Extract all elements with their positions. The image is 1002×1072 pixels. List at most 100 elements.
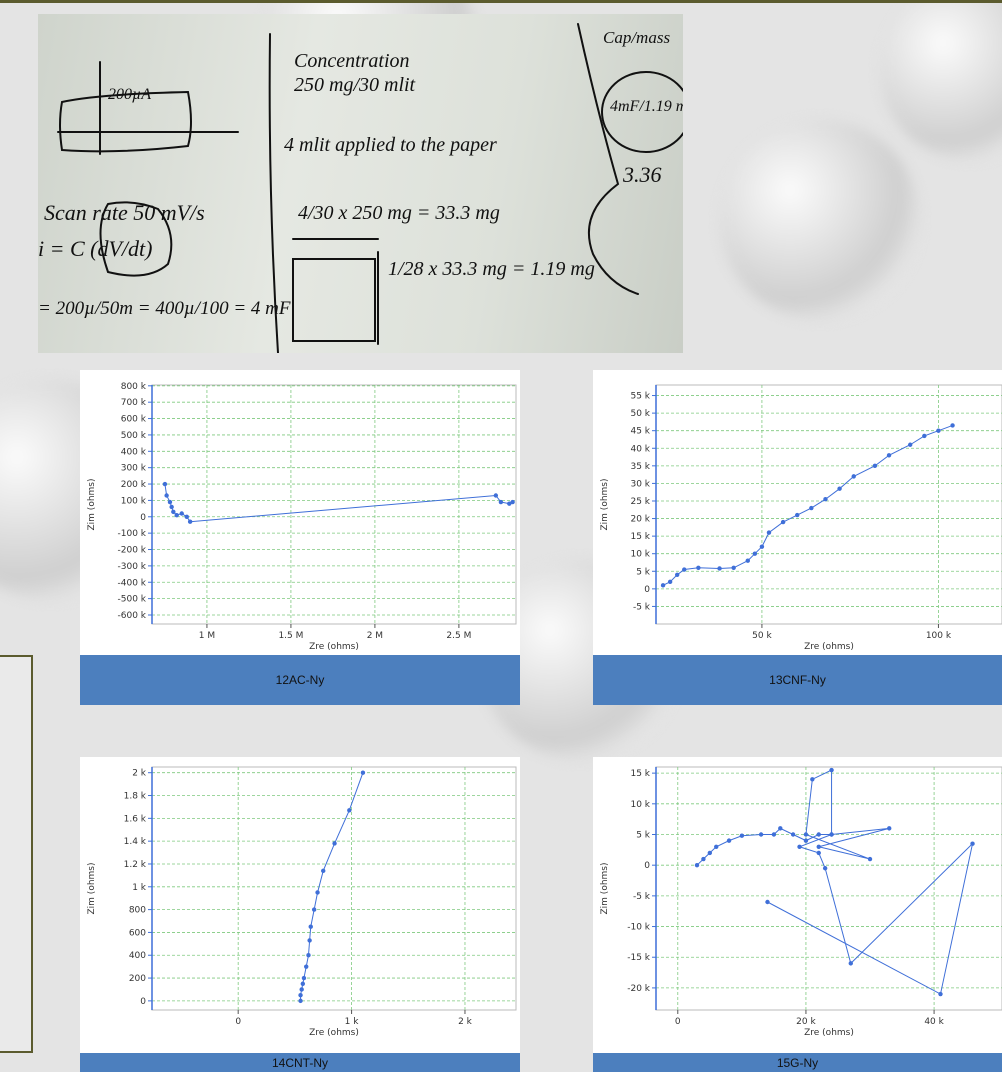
- x-tick-label: 2.5 M: [446, 631, 471, 641]
- data-point: [696, 566, 700, 570]
- y-tick-label: 45 k: [630, 427, 650, 437]
- data-point: [708, 851, 712, 855]
- data-point: [321, 869, 325, 873]
- whiteboard-text: Scan rate 50 mV/s: [44, 200, 205, 226]
- whiteboard-text: Concentration: [294, 50, 410, 73]
- data-point: [778, 826, 782, 830]
- y-tick-label: -10 k: [627, 923, 651, 933]
- data-point: [765, 900, 769, 904]
- data-point: [887, 826, 891, 830]
- data-point: [188, 519, 192, 523]
- y-tick-label: 25 k: [630, 497, 650, 507]
- y-tick-label: 1.4 k: [124, 837, 147, 847]
- data-point: [795, 513, 799, 517]
- whiteboard-photo: Concentration 250 mg/30 mlit 4 mlit appl…: [38, 14, 683, 353]
- whiteboard-text: 4/30 x 250 mg = 33.3 mg: [298, 202, 500, 225]
- x-tick-label: 100 k: [926, 631, 952, 641]
- whiteboard-text: 250 mg/30 mlit: [294, 74, 415, 97]
- y-tick-label: -5 k: [633, 892, 651, 902]
- data-point: [797, 845, 801, 849]
- y-axis-label: Zim (ohms): [600, 863, 610, 915]
- y-tick-label: 600 k: [121, 415, 147, 425]
- data-point: [312, 907, 316, 911]
- data-point: [661, 583, 665, 587]
- data-point: [347, 808, 351, 812]
- data-point: [301, 982, 305, 986]
- background-decor: [720, 120, 920, 320]
- whiteboard-text: 200µA: [108, 86, 151, 104]
- x-tick-label: 1 M: [199, 631, 215, 641]
- data-point: [810, 777, 814, 781]
- y-tick-label: 0: [644, 861, 650, 871]
- y-tick-label: 0: [644, 585, 650, 595]
- data-point: [494, 493, 498, 497]
- data-point: [873, 464, 877, 468]
- data-point: [829, 832, 833, 836]
- data-point: [164, 493, 168, 497]
- data-point: [695, 863, 699, 867]
- y-tick-label: 0: [140, 997, 146, 1007]
- chart-caption: 12AC-Ny: [80, 655, 520, 705]
- data-point: [950, 423, 954, 427]
- data-point: [746, 559, 750, 563]
- data-point: [169, 505, 173, 509]
- y-tick-label: 15 k: [630, 532, 650, 542]
- side-panel: [0, 655, 33, 1053]
- x-tick-label: 50 k: [752, 631, 772, 641]
- data-point: [682, 567, 686, 571]
- y-tick-label: 800 k: [121, 382, 147, 392]
- top-border: [0, 0, 1002, 3]
- y-tick-label: -15 k: [627, 953, 651, 963]
- y-tick-label: 100 k: [121, 496, 147, 506]
- y-tick-label: 30 k: [630, 479, 650, 489]
- y-tick-label: 200: [129, 974, 146, 984]
- whiteboard-text: 4mF/1.19 mg: [610, 98, 683, 116]
- background-decor: [880, 0, 1002, 160]
- data-point: [809, 506, 813, 510]
- y-axis-label: Zim (ohms): [600, 479, 610, 531]
- y-tick-label: 10 k: [630, 550, 650, 560]
- data-point: [970, 842, 974, 846]
- x-tick-label: 2 M: [367, 631, 383, 641]
- data-point: [185, 515, 189, 519]
- x-axis-label: Zre (ohms): [309, 642, 359, 652]
- data-point: [299, 987, 303, 991]
- y-tick-label: 15 k: [630, 769, 650, 779]
- y-tick-label: 50 k: [630, 409, 650, 419]
- plot-area: [152, 767, 516, 1010]
- data-point: [887, 453, 891, 457]
- data-point: [908, 443, 912, 447]
- y-tick-label: 600: [129, 928, 146, 938]
- data-point: [675, 573, 679, 577]
- data-point: [804, 838, 808, 842]
- x-tick-label: 2 k: [458, 1017, 473, 1027]
- data-point: [499, 500, 503, 504]
- y-tick-label: -500 k: [118, 595, 147, 605]
- y-tick-label: 10 k: [630, 800, 650, 810]
- y-tick-label: 1.2 k: [124, 860, 147, 870]
- x-axis-label: Zre (ohms): [804, 1028, 854, 1038]
- x-tick-label: 40 k: [924, 1017, 944, 1027]
- y-tick-label: 2 k: [132, 769, 147, 779]
- y-tick-label: 400: [129, 951, 146, 961]
- chart: -600 k-500 k-400 k-300 k-200 k-100 k0100…: [80, 370, 520, 655]
- x-tick-label: 1.5 M: [278, 631, 303, 641]
- data-point: [760, 544, 764, 548]
- data-point: [717, 566, 721, 570]
- data-point: [174, 513, 178, 517]
- whiteboard-text: i = C (dV/dt): [38, 236, 152, 262]
- y-tick-label: 500 k: [121, 431, 147, 441]
- y-tick-label: 200 k: [121, 480, 147, 490]
- data-point: [791, 832, 795, 836]
- x-tick-label: 20 k: [796, 1017, 816, 1027]
- y-tick-label: 5 k: [636, 567, 651, 577]
- page: Concentration 250 mg/30 mlit 4 mlit appl…: [0, 0, 1002, 1072]
- data-point: [510, 500, 514, 504]
- data-point: [849, 961, 853, 965]
- plot-area: [656, 385, 1002, 624]
- chart-caption: 15G-Ny: [593, 1053, 1002, 1072]
- data-point: [772, 832, 776, 836]
- data-point: [714, 845, 718, 849]
